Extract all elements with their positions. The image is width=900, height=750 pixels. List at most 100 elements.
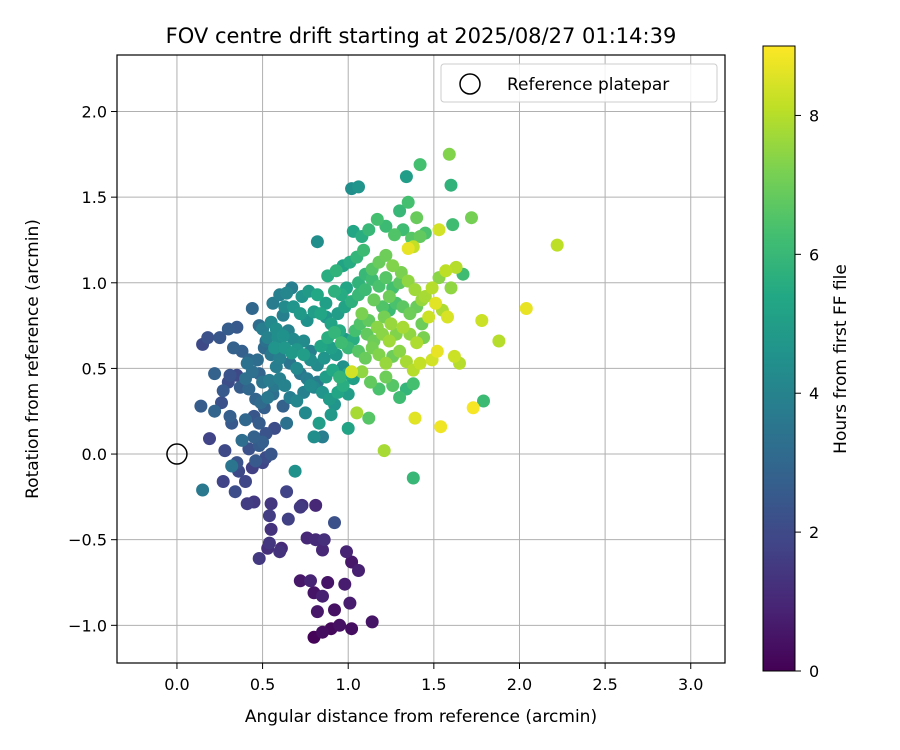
x-tick-label: 1.0 — [335, 675, 360, 694]
data-point — [364, 375, 377, 389]
data-point — [379, 248, 393, 262]
data-point — [338, 577, 352, 591]
data-point — [293, 574, 307, 588]
data-point — [386, 259, 400, 273]
data-point — [225, 459, 239, 473]
data-point — [268, 341, 282, 355]
y-tick-label: 1.0 — [82, 274, 107, 293]
data-point — [273, 545, 287, 559]
y-tick-label: 2.0 — [82, 103, 107, 122]
data-point — [446, 218, 460, 232]
data-point — [362, 223, 376, 237]
data-point — [408, 411, 422, 425]
data-point — [329, 264, 343, 278]
data-point — [307, 430, 321, 444]
data-point — [401, 195, 415, 209]
x-tick-label: 0.0 — [164, 675, 189, 694]
data-point — [492, 334, 506, 348]
data-point — [317, 351, 331, 365]
data-point — [286, 332, 300, 346]
data-point — [290, 394, 304, 408]
data-point — [221, 322, 235, 336]
data-point — [324, 408, 338, 422]
data-point — [401, 242, 415, 255]
data-point — [343, 596, 357, 610]
colorbar-label: Hours from first FF file — [831, 264, 851, 454]
data-point — [357, 243, 371, 257]
data-point — [352, 180, 365, 194]
data-point — [242, 382, 256, 396]
data-point — [276, 329, 290, 343]
data-point — [408, 283, 422, 297]
data-point — [379, 271, 393, 285]
data-point — [340, 545, 353, 559]
data-point — [264, 497, 278, 511]
data-point — [223, 368, 237, 382]
x-tick-label: 0.5 — [250, 675, 275, 694]
y-tick-label: 0.5 — [82, 359, 107, 378]
data-point — [382, 334, 396, 348]
data-point — [333, 618, 347, 632]
data-point — [213, 331, 227, 345]
data-point — [239, 413, 252, 427]
data-point — [239, 475, 252, 488]
x-axis-label: Angular distance from reference (arcmin) — [245, 707, 597, 727]
data-point — [328, 603, 341, 617]
colorbar-tick-label: 8 — [809, 106, 819, 125]
data-point — [196, 483, 210, 497]
data-point — [240, 497, 254, 511]
data-point — [442, 147, 456, 161]
data-point — [223, 409, 237, 423]
data-point — [228, 485, 242, 499]
data-point — [328, 516, 341, 530]
colorbar-gradient — [762, 45, 796, 672]
data-point — [358, 283, 372, 297]
legend: Reference platepar — [440, 63, 718, 103]
data-point — [447, 349, 461, 363]
data-point — [245, 302, 259, 315]
data-point — [475, 314, 489, 327]
data-point — [365, 615, 379, 629]
data-point — [280, 416, 294, 430]
data-point — [444, 178, 458, 192]
data-point — [280, 286, 294, 300]
data-point — [550, 238, 564, 252]
plot-frame — [116, 54, 726, 664]
legend-box — [440, 63, 718, 103]
data-point — [201, 331, 215, 345]
data-point — [290, 361, 304, 375]
data-point — [429, 296, 443, 310]
data-point — [240, 356, 254, 370]
colorbar-tick-label: 4 — [809, 384, 819, 403]
data-point — [216, 475, 230, 488]
data-point — [350, 406, 364, 420]
data-point — [285, 346, 299, 360]
data-point — [310, 235, 324, 249]
data-point — [288, 464, 302, 478]
data-point — [281, 512, 295, 526]
data-point — [388, 228, 401, 242]
data-point — [218, 444, 232, 458]
legend-label: Reference platepar — [507, 75, 669, 95]
y-axis-label: Rotation from reference (arcmin) — [23, 219, 43, 499]
data-point — [345, 622, 359, 636]
data-point — [341, 421, 355, 435]
data-point — [430, 344, 444, 358]
data-point — [280, 485, 294, 499]
colorbar-tick-label: 2 — [809, 523, 819, 542]
colorbar-tick-label: 0 — [809, 662, 819, 681]
data-point — [261, 331, 275, 345]
data-point — [358, 351, 372, 365]
y-tick-label: 1.5 — [82, 188, 107, 207]
data-point — [379, 370, 393, 384]
legend-marker-icon — [459, 73, 481, 95]
data-point — [298, 406, 312, 420]
data-point — [477, 394, 490, 408]
data-point — [393, 391, 407, 404]
data-point — [310, 605, 324, 619]
data-point — [393, 204, 407, 218]
data-point — [319, 296, 333, 310]
data-point — [235, 433, 249, 447]
data-point — [262, 373, 276, 387]
